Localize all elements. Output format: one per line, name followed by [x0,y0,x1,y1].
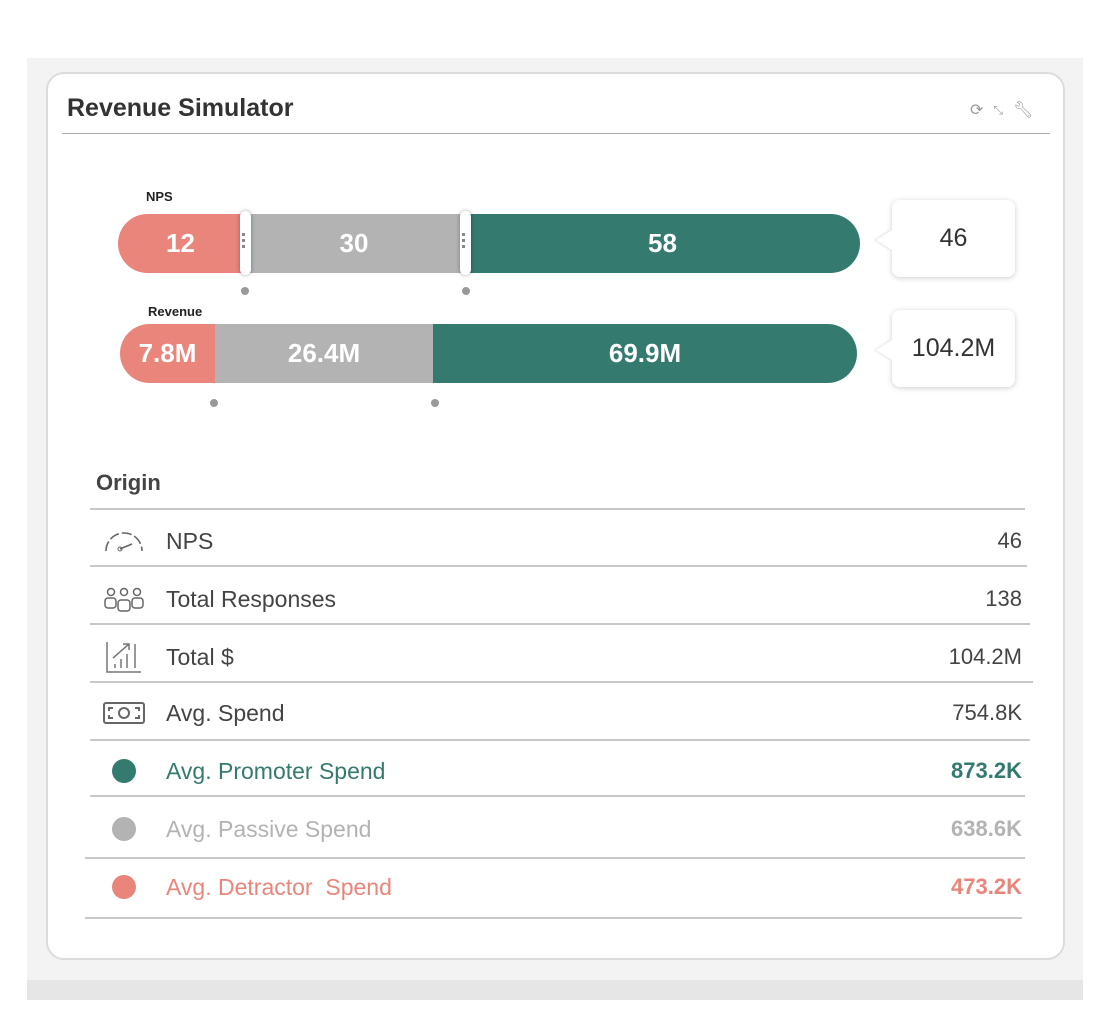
origin-row-promoter-spend: Avg. Promoter Spend 873.2K [100,751,1022,791]
row-value: 138 [985,586,1022,611]
revenue-promoters-segment: 69.9M [433,324,857,383]
row-label: Avg. Detractor Spend [166,873,392,900]
promoter-dot-icon [112,759,136,783]
origin-row-avg-spend: Avg. Spend 754.8K [100,693,1022,733]
revenue-detractors-segment: 7.8M [120,324,215,383]
divider [90,681,1033,683]
row-label: Total $ [166,643,234,670]
nps-promoters-segment: 58 [465,214,860,273]
money-icon [100,702,148,724]
row-label: Avg. Promoter Spend [166,757,386,784]
nps-bar-label: NPS [146,189,173,204]
row-value: 638.6K [951,816,1022,841]
row-value: 473.2K [951,874,1022,899]
nps-passives-segment: 30 [243,214,465,273]
revenue-result-callout: 104.2M [892,310,1015,387]
revenue-bar: 7.8M 26.4M 69.9M [120,324,857,383]
group-icon [100,586,148,612]
detractor-dot-icon [112,875,136,899]
origin-row-detractor-spend: Avg. Detractor Spend 473.2K [100,867,1022,907]
nps-marker-dot [462,287,470,295]
row-label: Avg. Passive Spend [166,815,372,842]
origin-row-total-responses: Total Responses 138 [100,579,1022,619]
widget-tools: ⟳ ⤡ 🔧︎ [970,100,1033,120]
row-value: 104.2M [948,644,1022,669]
row-label: NPS [166,527,214,554]
nps-marker-dot [241,287,249,295]
refresh-icon[interactable]: ⟳ [970,102,984,119]
origin-row-passive-spend: Avg. Passive Spend 638.6K [100,809,1022,849]
row-label: Total Responses [166,585,337,612]
nps-detractors-segment: 12 [118,214,243,273]
revenue-bar-label: Revenue [148,304,203,319]
divider [90,565,1027,567]
row-value: 754.8K [952,700,1022,725]
collapse-icon[interactable]: ⤡ [993,103,1004,117]
divider [90,795,1025,797]
row-label: Avg. Spend [166,699,285,726]
row-value: 873.2K [951,758,1022,783]
nps-bar: 12 30 58 [118,214,860,273]
revenue-marker-dot [431,399,439,407]
origin-row-total-dollars: Total $ 104.2M [100,637,1022,677]
panel-footer [27,980,1083,1000]
growth-chart-icon [100,640,148,674]
divider [90,623,1030,625]
divider [85,917,1022,919]
detractor-slider-handle[interactable] [240,211,251,275]
divider [90,508,1025,510]
promoter-slider-handle[interactable] [460,211,471,275]
revenue-marker-dot [210,399,218,407]
divider [90,739,1030,741]
passive-dot-icon [112,817,136,841]
row-value: 46 [997,528,1022,553]
revenue-passives-segment: 26.4M [215,324,433,383]
divider [85,857,1025,859]
wrench-icon[interactable]: 🔧︎ [1013,102,1034,119]
origin-row-nps: NPS 46 [100,521,1022,561]
title-divider [62,133,1050,134]
speedometer-icon [100,529,148,553]
widget-title: Revenue Simulator [67,94,294,122]
nps-result-callout: 46 [892,200,1015,277]
origin-heading: Origin [96,470,161,495]
